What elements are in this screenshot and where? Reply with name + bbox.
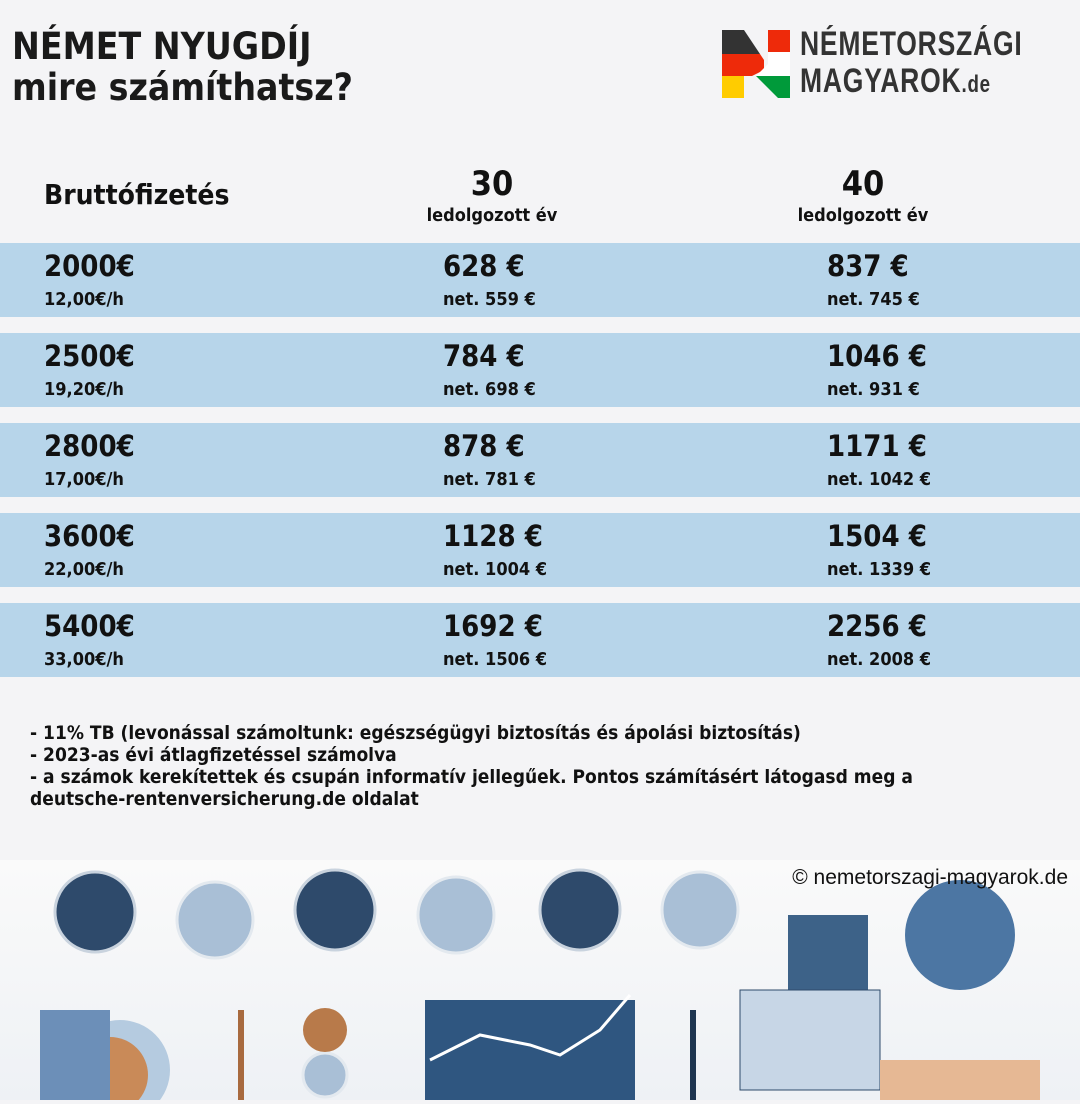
hourly-wage: 33,00€/h: [44, 649, 124, 670]
table-row: 2500€ 19,20€/h 784 € net. 698 € 1046 € net. 9…: [0, 333, 1080, 407]
hourly-wage: 12,00€/h: [44, 289, 124, 310]
note-2: - 2023-as évi átlagfizetéssel számolva: [30, 744, 397, 766]
pension-40: 1504 €: [827, 519, 927, 553]
header-30-sub: ledolgozott év: [426, 205, 558, 226]
footnotes: - 11% TB (levonással számoltunk: egészsé…: [30, 722, 950, 810]
net-pension-40: net. 1042 €: [827, 469, 932, 490]
table-row: 5400€ 33,00€/h 1692 € net. 1506 € 2256 € net.…: [0, 603, 1080, 677]
header-40: 40: [841, 164, 885, 204]
logo-flag-icon: [722, 30, 790, 98]
logo-text: NÉMETORSZÁGI MAGYAROK.de: [800, 26, 1023, 103]
copyright: © nemetorszagi-magyarok.de: [792, 866, 1068, 889]
pension-40: 837 €: [827, 249, 909, 283]
gross-salary: 2500€: [44, 339, 135, 373]
page-title: NÉMET NYUGDÍJ mire számíthatsz?: [12, 26, 353, 108]
title-line-1: NÉMET NYUGDÍJ: [12, 25, 312, 68]
net-pension-40: net. 2008 €: [827, 649, 932, 670]
table-row: 3600€ 22,00€/h 1128 € net. 1004 € 1504 € net.…: [0, 513, 1080, 587]
decorative-photo: [0, 860, 1080, 1104]
pension-40: 1171 €: [827, 429, 927, 463]
table-row: 2000€ 12,00€/h 628 € net. 559 € 837 € net. 74…: [0, 243, 1080, 317]
gross-salary: 2800€: [44, 429, 135, 463]
net-pension-30: net. 1506 €: [443, 649, 548, 670]
logo-suffix: .de: [961, 71, 991, 98]
header-30: 30: [470, 164, 514, 204]
logo-line-1: NÉMETORSZÁGI: [800, 25, 1023, 63]
pension-30: 784 €: [443, 339, 525, 373]
pension-30: 1692 €: [443, 609, 543, 643]
hourly-wage: 19,20€/h: [44, 379, 124, 400]
logo-line-2: MAGYAROK: [800, 62, 962, 100]
pension-30: 1128 €: [443, 519, 543, 553]
gross-salary: 5400€: [44, 609, 135, 643]
header-40-sub: ledolgozott év: [797, 205, 929, 226]
net-pension-40: net. 1339 €: [827, 559, 932, 580]
gross-salary: 2000€: [44, 249, 135, 283]
net-pension-40: net. 745 €: [827, 289, 920, 310]
pension-40: 1046 €: [827, 339, 927, 373]
pension-30: 628 €: [443, 249, 525, 283]
net-pension-30: net. 698 €: [443, 379, 536, 400]
hourly-wage: 22,00€/h: [44, 559, 124, 580]
net-pension-40: net. 931 €: [827, 379, 920, 400]
net-pension-30: net. 559 €: [443, 289, 536, 310]
gross-salary: 3600€: [44, 519, 135, 553]
pension-40: 2256 €: [827, 609, 927, 643]
hourly-wage: 17,00€/h: [44, 469, 124, 490]
title-line-2: mire számíthatsz?: [12, 66, 353, 109]
net-pension-30: net. 781 €: [443, 469, 536, 490]
note-1: - 11% TB (levonással számoltunk: egészsé…: [30, 722, 801, 744]
net-pension-30: net. 1004 €: [443, 559, 548, 580]
header-salary: Bruttófizetés: [44, 178, 230, 211]
note-3: - a számok kerekítettek és csupán inform…: [30, 766, 913, 810]
coins-and-chart-illustration: [40, 868, 1040, 1104]
pension-30: 878 €: [443, 429, 525, 463]
table-row: 2800€ 17,00€/h 878 € net. 781 € 1171 € net. 1…: [0, 423, 1080, 497]
